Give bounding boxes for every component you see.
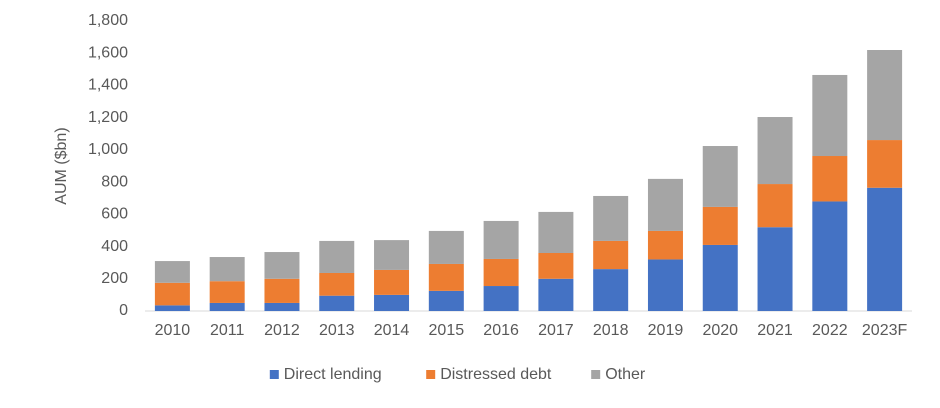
x-tick-label: 2013 — [319, 322, 355, 339]
bar-segment — [867, 140, 903, 188]
bar-segment — [702, 206, 738, 245]
bar-segment — [154, 305, 190, 311]
legend-swatch — [591, 370, 601, 379]
bar-segment — [757, 184, 793, 228]
bar-segment — [812, 74, 848, 157]
bar-segment — [593, 269, 629, 311]
bar-segment — [428, 263, 464, 291]
bar-segment — [867, 187, 903, 311]
bar-segment — [483, 286, 519, 311]
y-tick-label: 1,400 — [88, 77, 128, 94]
bar-segment — [428, 230, 464, 264]
bar-segment — [757, 117, 793, 185]
legend-label: Direct lending — [284, 366, 382, 383]
bar-segment — [647, 230, 683, 260]
bar-segment — [264, 252, 300, 279]
bar-segment — [593, 195, 629, 241]
bar-segment — [428, 290, 464, 311]
bar-segment — [154, 261, 190, 283]
bar-segment — [319, 240, 355, 273]
bar-segment — [757, 227, 793, 311]
y-tick-label: 1,800 — [88, 12, 128, 29]
x-tick-label: 2016 — [483, 322, 519, 339]
y-tick-label: 800 — [101, 173, 128, 190]
bar-segment — [209, 281, 245, 303]
bar-segment — [538, 278, 574, 311]
x-tick-label: 2023F — [862, 322, 908, 339]
x-tick-label: 2012 — [264, 322, 300, 339]
y-tick-label: 1,000 — [88, 141, 128, 158]
bar-segment — [154, 282, 190, 306]
legend-swatch — [269, 370, 279, 379]
bar-segment — [374, 294, 410, 311]
x-tick-label: 2011 — [210, 322, 245, 339]
x-tick-label: 2014 — [374, 322, 410, 339]
x-tick-label: 2015 — [429, 322, 465, 339]
y-tick-label: 200 — [101, 270, 128, 287]
x-tick-label: 2018 — [593, 322, 629, 339]
y-tick-label: 1,200 — [88, 109, 128, 126]
bar-segment — [374, 269, 410, 295]
x-tick-label: 2021 — [757, 322, 793, 339]
bar-segment — [538, 253, 574, 279]
bar-segment — [867, 50, 903, 141]
bar-segment — [483, 258, 519, 287]
bar-segment — [647, 178, 683, 231]
x-tick-label: 2017 — [538, 322, 574, 339]
bar-segment — [264, 278, 300, 303]
bar-segment — [647, 259, 683, 311]
bar-segment — [812, 201, 848, 311]
bar-segment — [812, 156, 848, 202]
bar-segment — [209, 257, 245, 282]
x-tick-label: 2022 — [812, 322, 848, 339]
x-tick-label: 2010 — [155, 322, 191, 339]
bar-segment — [593, 240, 629, 270]
bar-segment — [483, 220, 519, 259]
bar-segment — [209, 302, 245, 311]
legend-label: Distressed debt — [440, 366, 552, 383]
legend-swatch — [426, 370, 436, 379]
y-tick-label: 400 — [101, 238, 128, 255]
bar-segment — [319, 295, 355, 311]
y-tick-label: 1,600 — [88, 44, 128, 61]
bar-segment — [702, 244, 738, 311]
bar-segment — [538, 211, 574, 253]
bar-segment — [319, 272, 355, 296]
y-axis-label: AUM ($bn) — [53, 127, 70, 204]
bar-segment — [702, 146, 738, 207]
x-tick-label: 2019 — [648, 322, 684, 339]
y-tick-label: 0 — [119, 302, 128, 319]
bar-segment — [374, 240, 410, 270]
legend-label: Other — [605, 366, 646, 383]
y-tick-label: 600 — [101, 206, 128, 223]
bar-segment — [264, 302, 300, 311]
x-tick-label: 2020 — [702, 322, 738, 339]
